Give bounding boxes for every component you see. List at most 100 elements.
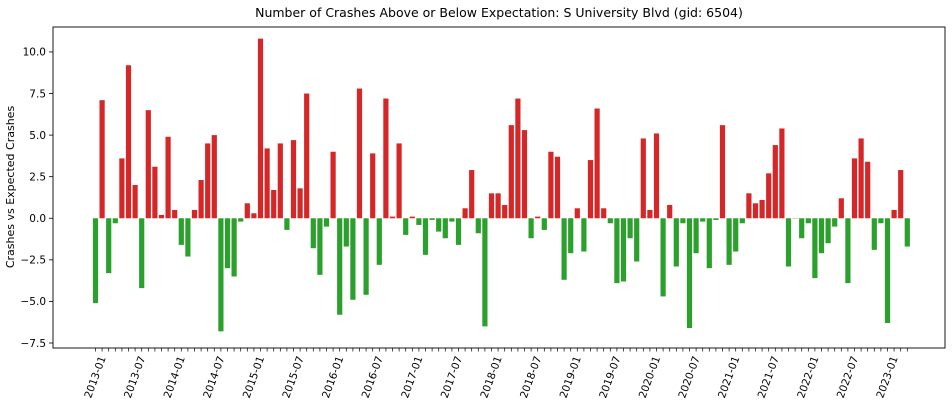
bar	[436, 218, 441, 231]
bar	[647, 210, 652, 218]
bar	[733, 218, 738, 251]
bar	[892, 210, 897, 218]
bar	[707, 218, 712, 268]
bar	[212, 135, 217, 218]
bar	[430, 218, 435, 220]
bar	[885, 218, 890, 323]
bar	[522, 130, 527, 218]
x-tick-label: 2014-01	[162, 355, 188, 400]
bar	[232, 218, 237, 276]
x-tick-label: 2016-01	[320, 355, 346, 400]
bar	[416, 218, 421, 225]
bar	[152, 167, 157, 219]
x-tick-label: 2018-07	[518, 355, 544, 400]
bar	[786, 218, 791, 266]
bar	[139, 218, 144, 288]
x-tick-label: 2013-01	[82, 355, 108, 400]
bar	[225, 218, 230, 268]
bar	[265, 148, 270, 218]
bar	[344, 218, 349, 246]
bar	[687, 218, 692, 328]
plot-frame	[53, 27, 945, 348]
bar	[628, 218, 633, 238]
bar	[614, 218, 619, 283]
x-tick-label: 2019-01	[558, 355, 584, 400]
bar	[278, 143, 283, 218]
bar	[753, 203, 758, 218]
y-tick-label: −2.5	[21, 255, 47, 267]
bar	[509, 125, 514, 218]
bar	[700, 218, 705, 221]
bar	[403, 218, 408, 235]
bar	[878, 218, 883, 223]
bar	[377, 218, 382, 265]
bar	[331, 152, 336, 219]
bar	[357, 89, 362, 219]
bar	[905, 218, 910, 246]
bar	[456, 218, 461, 245]
bar	[799, 218, 804, 238]
bar	[291, 140, 296, 218]
bar	[258, 39, 263, 219]
bar	[199, 180, 204, 218]
y-tick-label: −5.0	[21, 296, 47, 308]
bar	[489, 193, 494, 218]
x-tick-label: 2016-07	[360, 355, 386, 400]
bar	[423, 218, 428, 255]
bar	[872, 218, 877, 250]
bar	[271, 190, 276, 218]
x-tick-label: 2023-01	[874, 355, 900, 400]
bar	[621, 218, 626, 281]
bar	[839, 198, 844, 218]
bar	[634, 218, 639, 261]
bar	[694, 218, 699, 253]
bar	[555, 157, 560, 219]
bar	[106, 218, 111, 273]
bar	[515, 99, 520, 219]
bar	[304, 94, 309, 219]
x-tick-label: 2017-07	[439, 355, 465, 400]
y-axis-label: Crashes vs Expected Crashes	[4, 106, 17, 269]
bar	[832, 218, 837, 226]
bar	[601, 208, 606, 218]
bar	[192, 210, 197, 218]
x-tick-label: 2017-01	[399, 355, 425, 400]
bar	[126, 65, 131, 218]
y-tick-label: 5.0	[29, 130, 46, 142]
bar	[496, 193, 501, 218]
bar	[819, 218, 824, 253]
bar	[476, 218, 481, 233]
bar	[218, 218, 223, 331]
bar	[595, 109, 600, 219]
bar	[674, 218, 679, 266]
bar	[779, 128, 784, 218]
bar	[548, 152, 553, 219]
bar	[364, 218, 369, 295]
x-tick-label: 2020-07	[676, 355, 702, 400]
bar	[113, 218, 118, 223]
x-tick-label: 2022-07	[835, 355, 861, 400]
bar	[826, 218, 831, 243]
x-tick-label: 2021-01	[716, 355, 742, 400]
bar	[746, 193, 751, 218]
bar	[172, 210, 177, 218]
bar	[93, 218, 98, 303]
y-tick-label: 2.5	[29, 171, 46, 183]
bar	[568, 218, 573, 253]
bar	[740, 218, 745, 223]
bar	[337, 218, 342, 314]
bar	[502, 205, 507, 218]
y-tick-label: −7.5	[21, 338, 47, 350]
bar	[680, 218, 685, 223]
bar	[179, 218, 184, 245]
bar	[575, 208, 580, 218]
bar	[562, 218, 567, 280]
bar	[159, 215, 164, 218]
bar	[469, 170, 474, 218]
x-tick-label: 2013-07	[122, 355, 148, 400]
x-tick-label: 2014-07	[201, 355, 227, 400]
bar	[324, 218, 329, 226]
y-axis: −7.5−5.0−2.50.02.55.07.510.0	[21, 47, 54, 350]
